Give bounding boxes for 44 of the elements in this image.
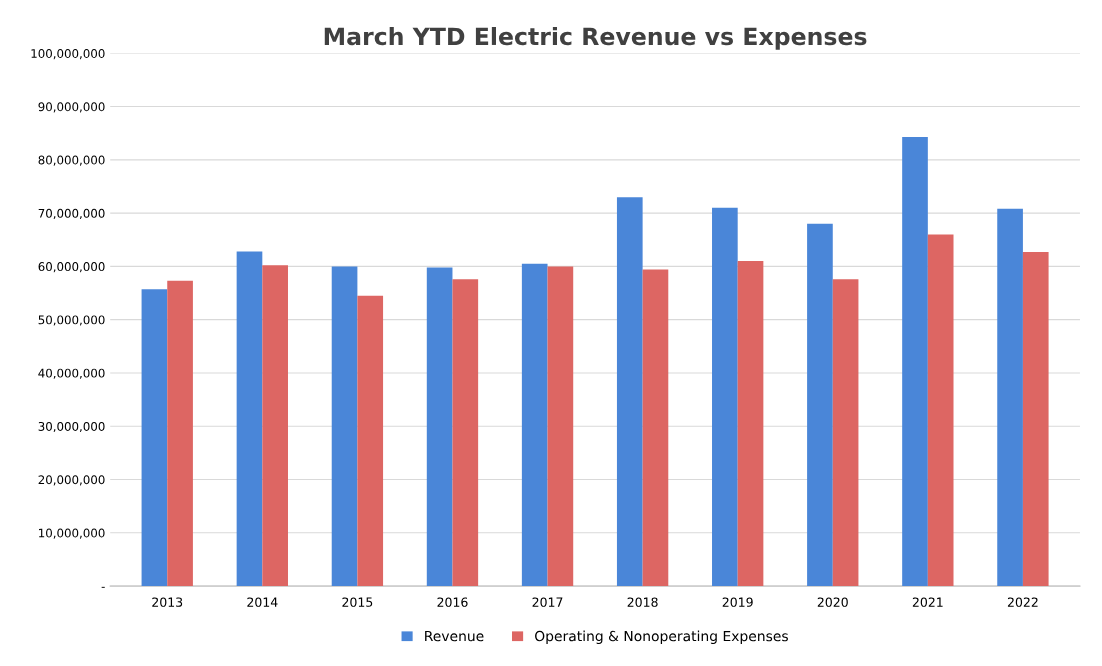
- x-tick-label: 2021: [912, 597, 943, 607]
- x-tick-label: 2015: [342, 597, 373, 607]
- bar: [642, 269, 669, 587]
- bar: [426, 267, 453, 587]
- x-tick-label: 2019: [722, 597, 753, 607]
- y-tick-label: -: [101, 586, 105, 588]
- y-tick-label: 20,000,000: [38, 475, 105, 486]
- y-tick-label: 30,000,000: [38, 421, 105, 433]
- bar: [737, 261, 764, 587]
- chart-title: March YTD Electric Revenue vs Expenses: [324, 27, 867, 50]
- bar: [236, 251, 263, 587]
- bar: [547, 266, 574, 587]
- bar: [167, 280, 193, 587]
- x-tick-label: 2022: [1007, 597, 1038, 607]
- y-tick-label: 90,000,000: [38, 102, 105, 113]
- y-tick-label: 80,000,000: [38, 155, 105, 166]
- x-tick-label: 2020: [817, 597, 848, 607]
- bar: [997, 208, 1023, 587]
- legend-label: Revenue: [425, 630, 484, 642]
- bar: [832, 279, 859, 587]
- y-tick-label: 60,000,000: [38, 262, 105, 273]
- bar: [1022, 252, 1049, 587]
- bar: [452, 279, 479, 587]
- bar: [331, 266, 358, 587]
- x-tick-label: 2014: [247, 597, 278, 607]
- y-tick-label: 70,000,000: [38, 208, 105, 219]
- legend-label: Operating & Nonoperating Expenses: [535, 630, 788, 644]
- bar: [616, 197, 643, 587]
- x-tick-label: 2018: [627, 597, 658, 607]
- x-tick-label: 2013: [152, 597, 183, 607]
- y-tick-label: 50,000,000: [38, 315, 105, 326]
- bar: [902, 136, 928, 587]
- bar: [141, 289, 168, 587]
- bar: [927, 234, 954, 587]
- x-tick-label: 2017: [532, 597, 563, 607]
- y-tick-label: 10,000,000: [39, 528, 105, 539]
- y-tick-label: 100,000,000: [31, 49, 105, 60]
- bar: [357, 295, 384, 587]
- bar: [712, 207, 738, 587]
- bar: [262, 265, 288, 587]
- y-tick-label: 40,000,000: [38, 368, 105, 379]
- x-tick-label: 2016: [437, 597, 468, 607]
- bar: [807, 223, 833, 587]
- bar: [521, 263, 548, 587]
